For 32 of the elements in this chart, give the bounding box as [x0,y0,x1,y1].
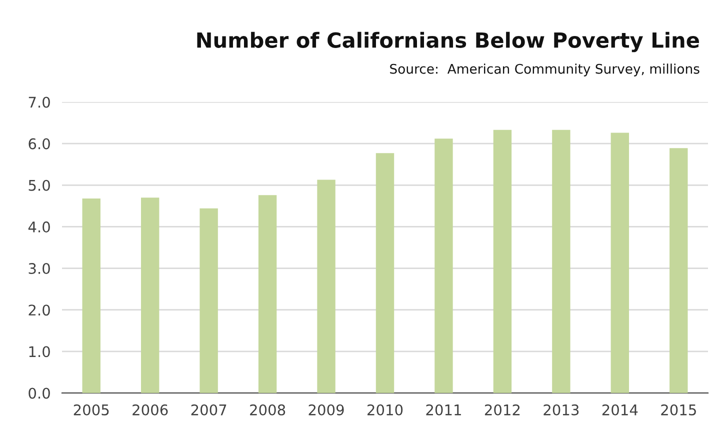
bar [258,195,277,393]
y-tick-label: 0.0 [28,388,50,399]
x-tick-label: 2014 [602,404,638,416]
x-tick-label: 2007 [191,404,226,416]
bar [670,148,688,393]
chart-subtitle: Source: American Community Survey, millions [390,64,700,76]
y-tick-label: 3.0 [28,263,50,274]
x-tick-label: 2011 [426,404,461,416]
chart-title: Number of Californians Below Poverty Line [197,32,699,52]
bar [317,180,336,393]
y-tick-label: 5.0 [28,180,50,191]
bar [493,130,512,393]
x-tick-label: 2010 [368,404,403,416]
bar [610,132,630,393]
y-tick-label: 2.0 [28,304,50,316]
y-tick-label: 7.0 [28,96,50,108]
y-tick-label: 4.0 [28,221,50,232]
y-tick-label: 6.0 [28,138,50,150]
x-tick-label: 2015 [661,404,696,416]
bar [434,138,453,393]
bar [82,198,100,393]
x-tick-label: 2013 [544,404,579,416]
y-tick-label: 1.0 [29,346,50,358]
bar [140,198,160,393]
x-tick-label: 2005 [74,404,109,416]
x-tick-label: 2008 [250,404,286,416]
x-tick-label: 2009 [308,404,344,416]
bar [552,130,570,393]
bar [376,153,394,393]
x-tick-label: 2012 [484,404,520,416]
bar [200,208,218,393]
x-tick-label: 2006 [132,404,168,416]
